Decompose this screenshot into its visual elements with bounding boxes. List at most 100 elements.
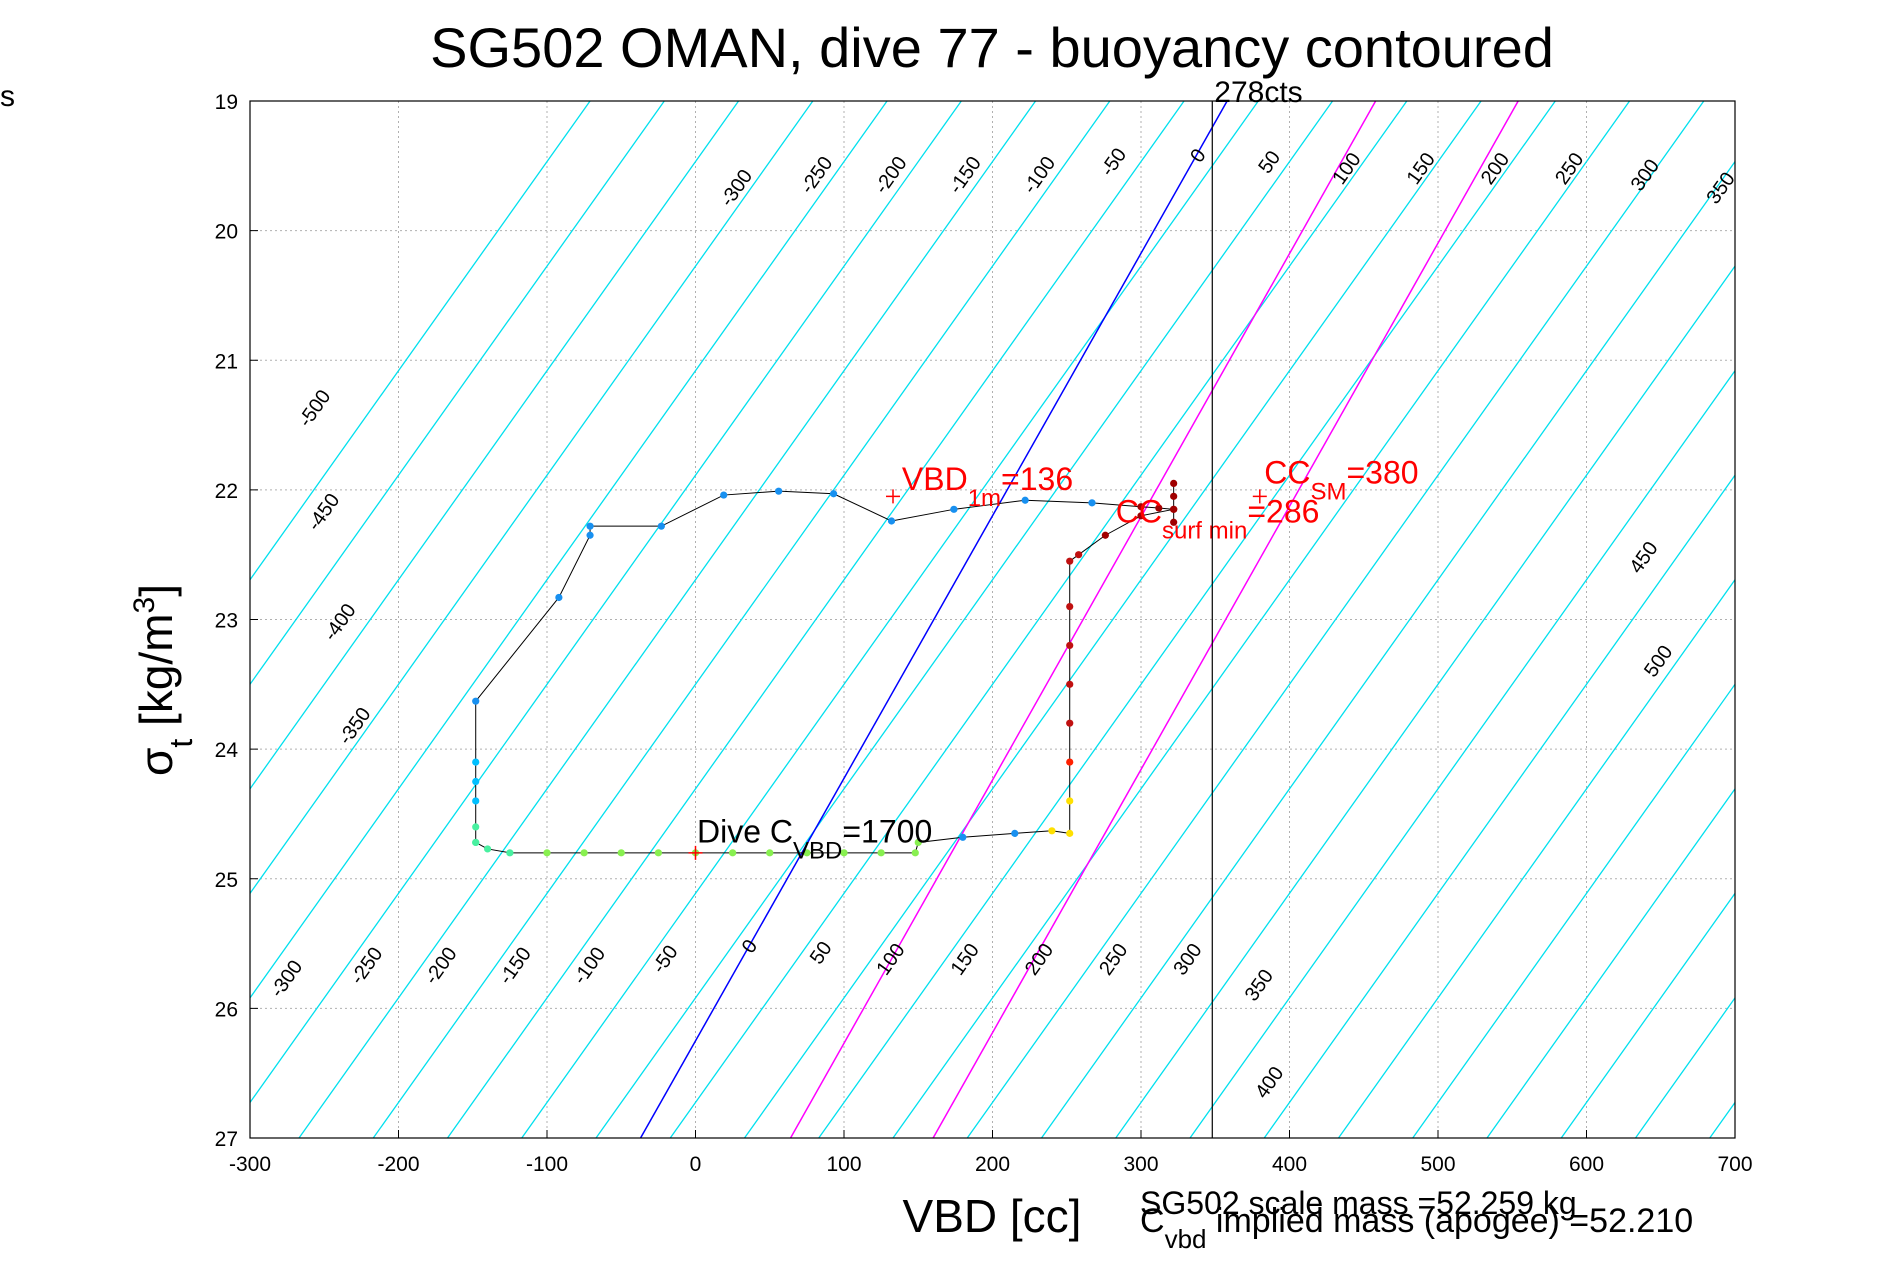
dive-point (950, 505, 958, 513)
reference-lines (639, 101, 1519, 1138)
annotation-cc-sm: CCSM=380 (1264, 454, 1418, 505)
y-tick-label: 24 (215, 739, 239, 762)
dive-point (775, 487, 783, 495)
dive-point (580, 849, 588, 857)
dive-point (555, 593, 563, 602)
contour-label: -200 (421, 943, 462, 988)
contour-line (595, 101, 1334, 1138)
dive-point (1088, 499, 1096, 507)
dive-point (887, 517, 896, 525)
contour-label: -500 (294, 386, 335, 431)
contour-label: 250 (1551, 149, 1588, 189)
dive-point (617, 849, 625, 857)
dive-point (1021, 496, 1029, 504)
contour-label: -200 (871, 153, 912, 198)
dive-point (1170, 492, 1178, 500)
dive-point (1066, 797, 1074, 805)
plus-marker (886, 489, 901, 504)
dive-point (1048, 827, 1056, 835)
contour-label: 100 (1328, 149, 1365, 189)
contour-label: 400 (1251, 1063, 1288, 1103)
dive-point (657, 522, 665, 530)
contour-label: -100 (1019, 153, 1060, 198)
plus-marker (688, 845, 703, 860)
dive-point (1066, 641, 1074, 650)
dive-point (472, 797, 480, 805)
y-tick-label: 25 (215, 869, 238, 892)
contour-label: 0 (1186, 145, 1210, 167)
x-tick-label: 400 (1272, 1153, 1307, 1176)
contour-line (521, 101, 1259, 1138)
x-tick-label: -200 (377, 1153, 419, 1176)
contour-label: 500 (1640, 641, 1677, 681)
dive-point (472, 697, 480, 705)
dive-point (1170, 505, 1178, 513)
dive-point (766, 849, 774, 857)
x-tick-label: -300 (229, 1153, 271, 1176)
y-tick-label: 23 (215, 610, 238, 633)
contour-line (1040, 160, 1735, 1138)
contour-line (1189, 369, 1735, 1138)
y-tick-label: 26 (215, 998, 238, 1021)
dive-point (472, 823, 480, 831)
annotation-vbd-1m: VBD1m=136 (902, 461, 1073, 512)
contour-line (250, 101, 888, 1000)
dive-point (586, 522, 594, 530)
dive-path-line (475, 483, 1175, 854)
contour-line (1115, 265, 1735, 1138)
x-tick-label: 200 (975, 1153, 1010, 1176)
dive-point (720, 491, 728, 499)
contour-line (250, 101, 591, 581)
contour-label: 300 (1627, 155, 1664, 195)
y-tick-label: 19 (215, 91, 238, 114)
dive-point (803, 849, 811, 857)
dive-point (729, 849, 737, 857)
x-tick-label: 700 (1717, 1153, 1752, 1176)
reference-line-magenta1 (789, 101, 1377, 1138)
dive-point (830, 490, 838, 498)
dive-point (1066, 602, 1074, 611)
dive-point (1066, 719, 1074, 727)
y-tick-label: 20 (215, 221, 238, 244)
dive-point (1137, 503, 1145, 511)
dive-point (506, 849, 514, 857)
contour-line (818, 101, 1556, 1138)
plus-marker (1252, 489, 1267, 504)
dive-point (877, 849, 885, 857)
annotation-cc-surf-min: CCsurf min=286 (1116, 493, 1320, 544)
contour-line (250, 101, 740, 790)
contour-line (1784, 101, 1891, 1138)
ticks: -300 -200 -100 0 100 200 300 400 500 600 700192021… (215, 91, 1753, 1176)
dive-point (914, 838, 922, 847)
contour-label: 250 (1095, 940, 1132, 980)
reference-line-blue (639, 101, 1228, 1138)
dive-point (1137, 512, 1145, 520)
dive-point (543, 849, 551, 857)
contour-label: -250 (346, 943, 387, 988)
y-tick-label: 27 (215, 1128, 238, 1151)
contour-line (1634, 996, 1735, 1138)
dive-point (472, 758, 480, 766)
contour-label: -300 (266, 956, 307, 1001)
x-tick-label: 600 (1569, 1153, 1604, 1176)
contour-line (966, 101, 1705, 1138)
dive-point (1170, 479, 1178, 487)
x-axis-label: VBD [cc] (903, 1190, 1082, 1242)
contour-label: -50 (1096, 144, 1131, 180)
dive-point (1066, 829, 1074, 837)
contour-line (1412, 683, 1735, 1138)
dive-point (1155, 504, 1163, 512)
x-tick-label: 500 (1420, 1153, 1455, 1176)
x-tick-label: 0 (690, 1153, 702, 1176)
contour-line (1560, 892, 1735, 1138)
y-axis-label: σt [kg/m3] (128, 584, 199, 776)
dive-point (1101, 531, 1109, 539)
contour-label: -150 (945, 153, 986, 198)
contour-label: -250 (796, 153, 837, 198)
contour-label: -100 (569, 943, 610, 988)
contour-line (892, 101, 1631, 1138)
dive-point (1066, 680, 1074, 688)
y-tick-label: 22 (215, 480, 238, 503)
